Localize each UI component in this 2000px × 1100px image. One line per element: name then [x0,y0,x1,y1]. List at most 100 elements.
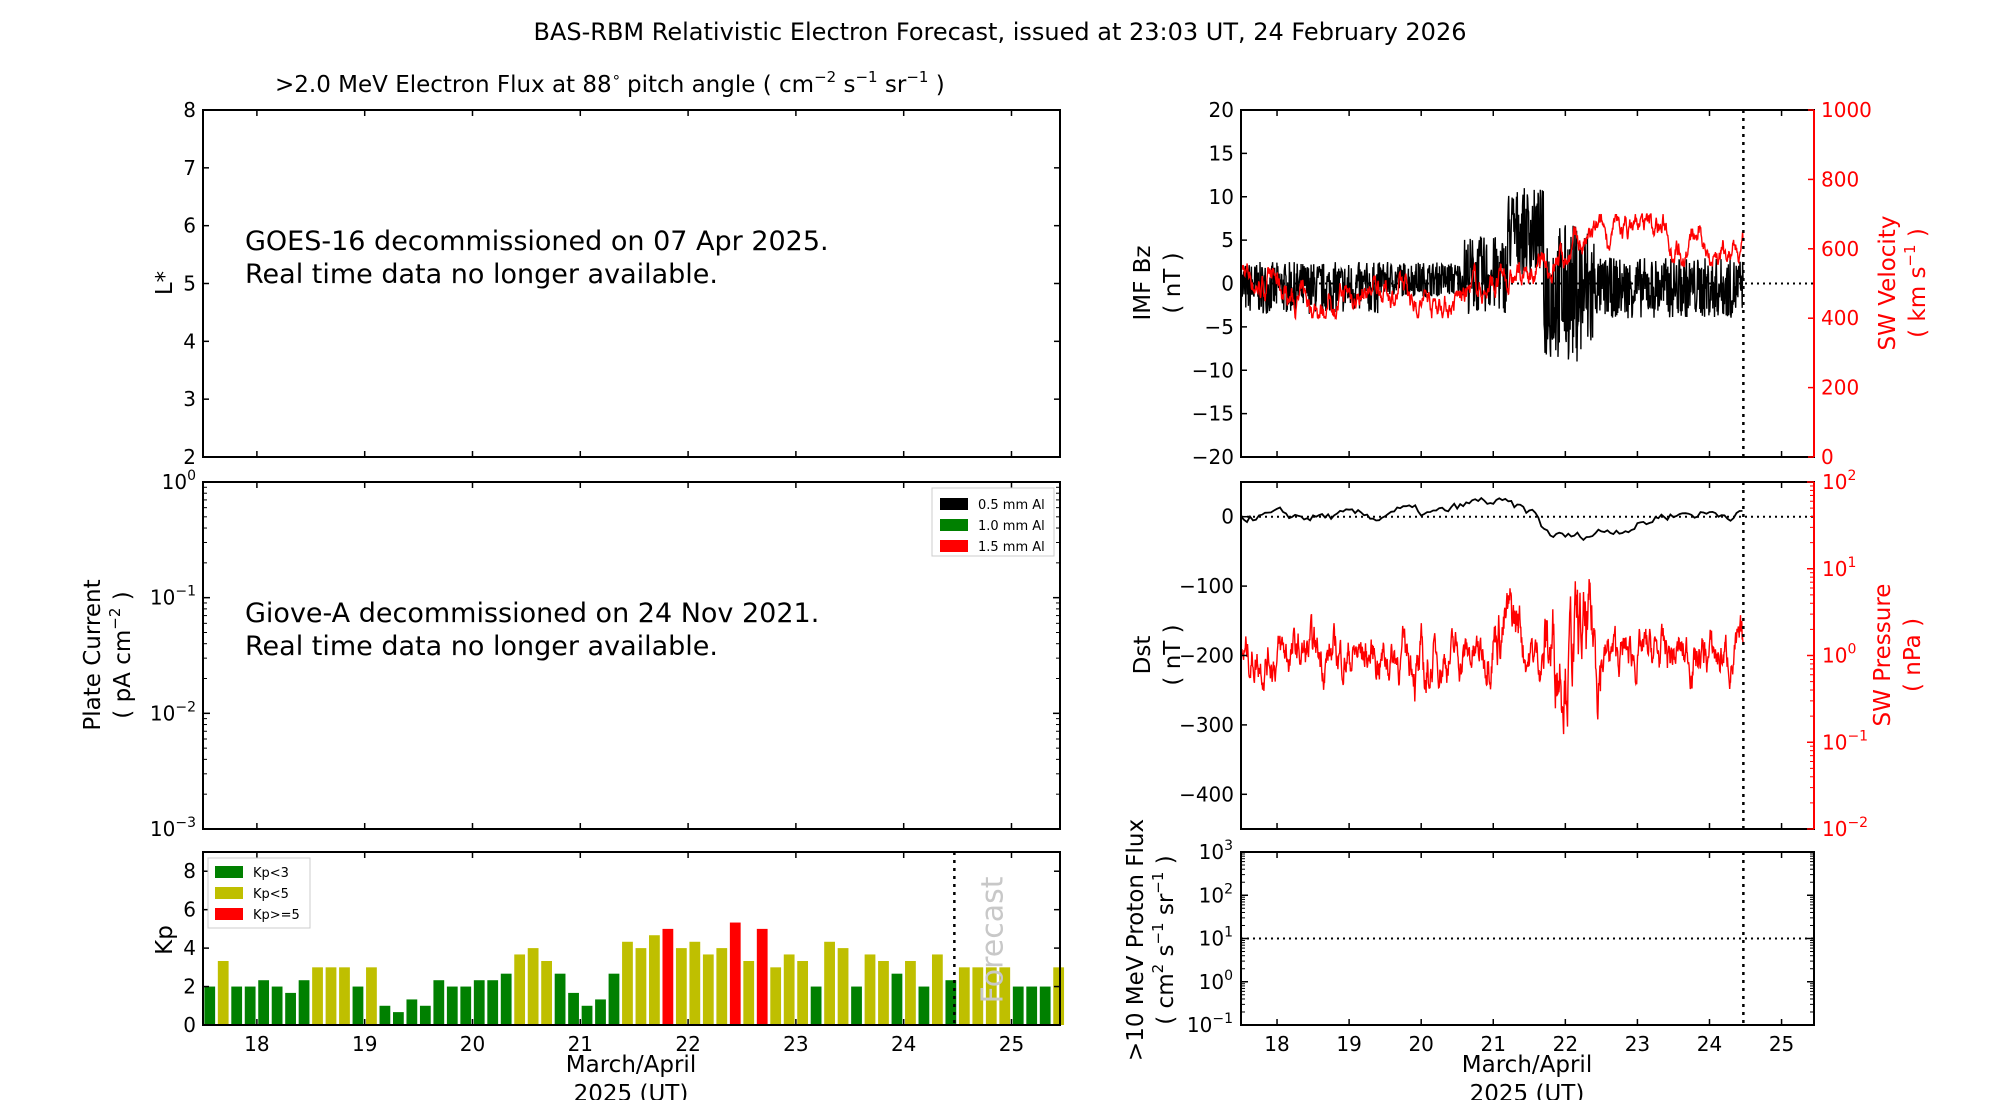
kp-bar [945,980,957,1025]
y-tick-label: 4 [183,329,196,353]
y-tick-label: −10 [1192,358,1234,382]
kp-bar [797,960,809,1025]
kp-bar [931,954,943,1025]
kp-bar [878,960,889,1025]
kp-bar [635,948,647,1025]
kp-bar [419,1005,431,1025]
y-tick-label: 6 [183,898,196,922]
y-tick-label: −20 [1192,445,1234,469]
x-tick-label: 21 [1481,1032,1506,1056]
imf-bz-series [1240,188,1744,362]
kp-bar [271,986,283,1025]
kp-bar [433,980,445,1025]
y-tick-label: −200 [1179,644,1234,668]
kp-bar [514,954,526,1025]
y-tick-label: 8 [183,98,196,122]
electron-flux-panel: >2.0 MeV Electron Flux at 88∘ pitch angle… [152,68,1061,469]
plate-current-message-line-2: Real time data no longer available. [245,631,718,662]
y-tick-label: −5 [1205,315,1234,339]
kp-bar [905,960,916,1025]
y2-tick-label: 0 [1821,445,1834,469]
kp-bar [1053,967,1065,1025]
x-tick-label: 21 [568,1032,593,1056]
kp-xlabel-line-2: 2025 (UT) [574,1081,689,1100]
y-tick-label: 10−1 [1187,1011,1233,1037]
kp-bar [985,967,997,1025]
kp-bar [783,954,795,1025]
proton-flux-panel: 10−1 100 101 102 103 18 19 20 21 22 23 24 25 >10 Me… [1123,819,1815,1100]
y-tick-label: 2 [183,445,196,469]
kp-bar [1026,986,1038,1025]
y-tick-label: 10 [1209,185,1234,209]
y2-tick-label: 102 [1822,468,1856,494]
kp-bar [352,986,364,1025]
x-tick-label: 19 [352,1032,377,1056]
kp-bar [204,986,216,1025]
y2-tick-label: 1000 [1821,98,1872,122]
x-tick-label: 19 [1336,1032,1361,1056]
kp-ylabel: Kp [152,925,178,955]
kp-bar [285,992,296,1025]
kp-bar [837,948,849,1025]
y-tick-label: 15 [1209,141,1234,165]
proton-xlabel-line-2: 2025 (UT) [1470,1081,1585,1100]
x-tick-label: 25 [999,1032,1024,1056]
imf-bz-ylabel: IMF Bz [1130,245,1156,320]
kp-bar [312,967,323,1025]
sw-pressure-ylabel: SW Pressure [1870,584,1896,727]
kp-bar [258,980,270,1025]
kp-bar [487,980,499,1025]
kp-bar [824,941,835,1025]
legend-swatch [940,540,968,552]
electron-flux-title: >2.0 MeV Electron Flux at 88∘ pitch angle… [275,68,945,98]
y-tick-label: 20 [1209,98,1234,122]
kp-bar [231,986,243,1025]
sw-pressure-yunits: ( nPa ) [1900,618,1926,692]
kp-bar [1039,986,1051,1025]
y-tick-label: 2 [183,975,196,999]
x-tick-label: 24 [1697,1032,1722,1056]
plate-current-panel: 10−3 10−2 10−1 100 Plate Current ( pA cm−2 … [80,468,1061,841]
x-tick-label: 23 [1625,1032,1650,1056]
y2-tick-label: 101 [1822,555,1856,581]
y-tick-label: 10−1 [150,584,196,610]
y-tick-label: 100 [162,468,196,494]
kp-bar [595,999,606,1025]
legend-label: Kp>=5 [253,908,300,923]
kp-forecast-label: Forecast [975,876,1010,1003]
legend-swatch [215,908,243,920]
kp-bar [716,948,728,1025]
kp-bar [554,973,566,1025]
kp-bar [473,980,485,1025]
legend-label: Kp<3 [253,866,289,881]
kp-bar [851,986,862,1025]
y-tick-label: 7 [183,156,196,180]
kp-bar [608,973,620,1025]
kp-bar [541,960,552,1025]
kp-bar [339,967,350,1025]
proton-xlabel-line-1: March/April [1462,1052,1592,1078]
kp-bar [958,967,970,1025]
legend-swatch [215,866,243,878]
x-tick-label: 25 [1769,1032,1794,1056]
legend-label: Kp<5 [253,887,289,902]
y-tick-label: 4 [183,936,196,960]
sw-velocity-yunits: ( km s−1 ) [1901,228,1931,338]
y-tick-label: 5 [183,272,196,296]
x-tick-label: 23 [783,1032,808,1056]
proton-flux-ylabel: >10 MeV Proton Flux [1123,819,1149,1061]
sw-velocity-series [1240,213,1744,321]
plate-current-message-line-1: Giove-A decommissioned on 24 Nov 2021. [245,598,819,629]
y-tick-label: 3 [183,387,196,411]
x-tick-label: 22 [1553,1032,1578,1056]
y-tick-label: 10−2 [150,699,196,725]
electron-flux-ylabel: L* [152,271,178,295]
electron-flux-message-line-2: Real time data no longer available. [245,259,718,290]
kp-bar [743,960,755,1025]
kp-bar [366,967,377,1025]
y-tick-label: 5 [1221,228,1234,252]
electron-flux-message-line-1: GOES-16 decommissioned on 07 Apr 2025. [245,226,829,257]
plate-current-ylabel: Plate Current [80,579,106,730]
